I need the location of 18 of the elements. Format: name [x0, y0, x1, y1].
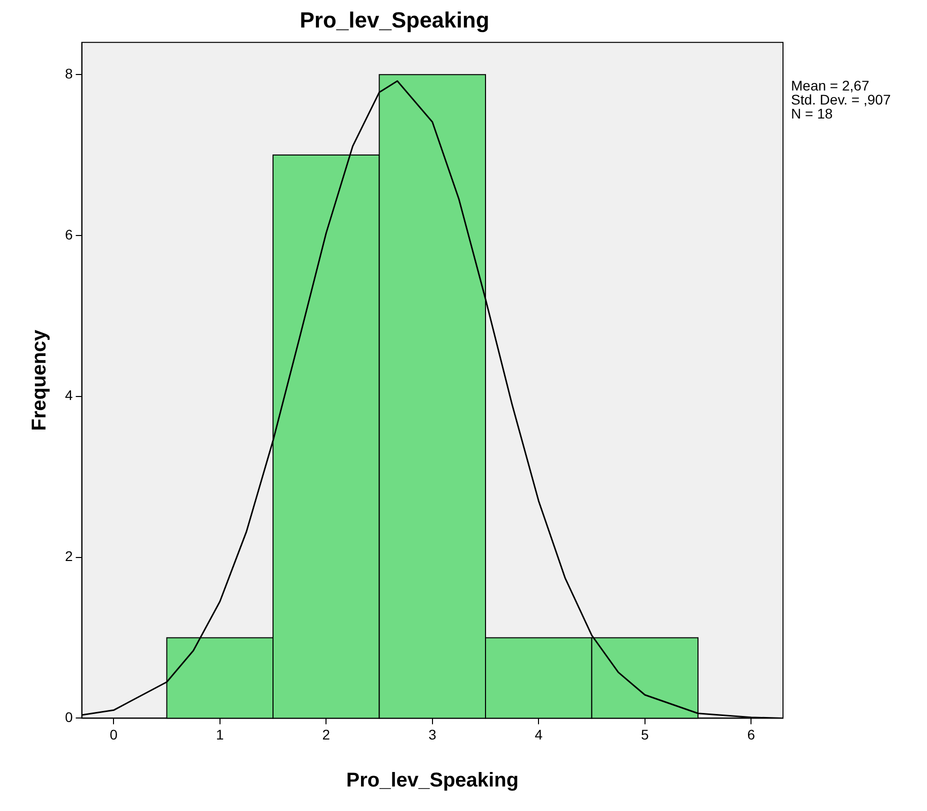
text: N = 18: [791, 105, 833, 122]
y-tick-label: 2: [64, 548, 73, 564]
x-tick-label: 4: [534, 726, 543, 742]
x-tick-label: 6: [747, 726, 756, 742]
y-tick-label: 0: [64, 709, 73, 726]
x-tick-label: 3: [428, 726, 436, 742]
x-axis-title: Pro_lev_Speaking: [346, 770, 519, 792]
x-tick-label: 5: [640, 726, 649, 742]
x-tick-label: 2: [322, 726, 330, 742]
x-tick-label: 0: [110, 726, 118, 742]
y-tick-label: 6: [64, 226, 73, 242]
y-tick-label: 8: [64, 65, 73, 82]
text: Std. Dev. = ,907: [791, 91, 891, 108]
text: Mean = 2,67: [791, 77, 870, 94]
x-tick-label: 1: [216, 726, 224, 742]
chart-title: Pro_lev_Speaking: [300, 7, 490, 32]
y-tick-label: 4: [64, 387, 73, 404]
y-axis-title: Frequency: [28, 328, 51, 431]
